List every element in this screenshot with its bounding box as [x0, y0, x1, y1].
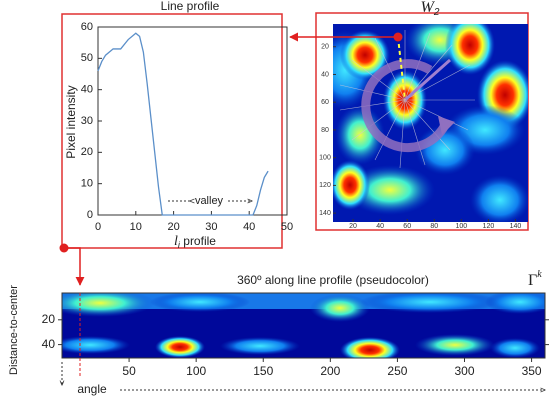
blob	[220, 337, 300, 355]
x-tick-label: 40	[243, 221, 255, 233]
y-tick-label: 40	[321, 71, 329, 78]
label: profile	[183, 234, 216, 248]
heatmap-title: 360º along line profile (pseudocolor)	[237, 273, 429, 287]
y-tick-label: 140	[319, 210, 331, 217]
x-axis-label: li profile	[174, 234, 216, 250]
y-tick-label: 40	[81, 84, 93, 96]
y-tick-label: 30	[81, 115, 93, 127]
y-tick-label: 10	[81, 178, 93, 190]
y-tick-label: 100	[319, 155, 331, 162]
rotation-arrow	[361, 59, 449, 153]
panel-title: Line profile	[161, 0, 220, 13]
x-tick-label: 30	[205, 221, 217, 233]
plot-frame	[97, 26, 288, 216]
blob	[340, 337, 400, 358]
subscript: 2	[433, 7, 440, 18]
blob	[485, 293, 545, 314]
x-tick-label: 100	[455, 223, 467, 230]
blob	[415, 334, 495, 356]
y-axis-label: Pixel intensity	[64, 85, 78, 158]
blob	[360, 293, 500, 313]
blob	[445, 24, 495, 75]
y-axis-label: Distance-to-center	[8, 285, 20, 375]
y-tick-label: 120	[319, 182, 331, 189]
x-tick-label: 80	[430, 223, 438, 230]
x-tick-label: 350	[522, 364, 542, 378]
x-tick-label: 40	[376, 223, 384, 230]
marker-dot	[393, 32, 403, 42]
x-axis-label: angle	[77, 382, 107, 396]
panel-title: W2	[421, 0, 440, 18]
y-tick-label: 80	[321, 127, 329, 134]
annotation: valley	[195, 195, 224, 207]
symbol: W	[421, 0, 436, 16]
x-tick-label: 120	[483, 223, 495, 230]
x-tick-label: 200	[320, 364, 340, 378]
connector-arrow	[64, 247, 85, 286]
x-tick-label: 300	[454, 364, 474, 378]
blob	[62, 336, 130, 354]
x-tick-label: 60	[403, 223, 411, 230]
x-tick-label: 20	[167, 221, 179, 233]
x-tick-label: 50	[122, 364, 136, 378]
y-tick-label: 60	[81, 21, 93, 33]
heatmap-frame	[61, 292, 546, 359]
x-tick-label: 50	[281, 221, 293, 233]
blob	[310, 294, 370, 322]
symbol: Γ	[528, 272, 537, 289]
blob	[62, 293, 155, 317]
y-tick-label: 20	[81, 146, 93, 158]
blob	[155, 336, 205, 358]
panel-frame	[61, 13, 283, 249]
subscript: i	[178, 240, 181, 250]
superscript: k	[537, 269, 542, 280]
x-tick-label: 20	[349, 223, 357, 230]
blob	[470, 175, 528, 222]
y-tick-label: 20	[42, 312, 56, 326]
data-line	[97, 32, 269, 216]
x-tick-label: 140	[510, 223, 522, 230]
y-tick-label: 50	[81, 52, 93, 64]
x-tick-label: 100	[186, 364, 206, 378]
x-tick-label: 0	[95, 221, 101, 233]
y-tick-label: 60	[321, 99, 329, 106]
blob	[150, 293, 250, 312]
rotation-arrow-head	[438, 116, 455, 135]
heatmap-label: Γk	[528, 269, 542, 288]
x-tick-label: 10	[130, 221, 142, 233]
blob	[490, 338, 540, 358]
x-tick-label: 150	[253, 364, 273, 378]
pointer	[404, 58, 451, 102]
profile-line	[397, 36, 406, 101]
y-tick-label: 20	[321, 44, 329, 51]
symbol: l	[174, 234, 178, 249]
heatmap-content	[62, 293, 545, 358]
blob	[333, 160, 370, 210]
y-tick-label: 0	[87, 209, 93, 221]
x-tick-label: 250	[387, 364, 407, 378]
y-tick-label: 40	[42, 337, 56, 351]
image-content	[333, 24, 528, 222]
